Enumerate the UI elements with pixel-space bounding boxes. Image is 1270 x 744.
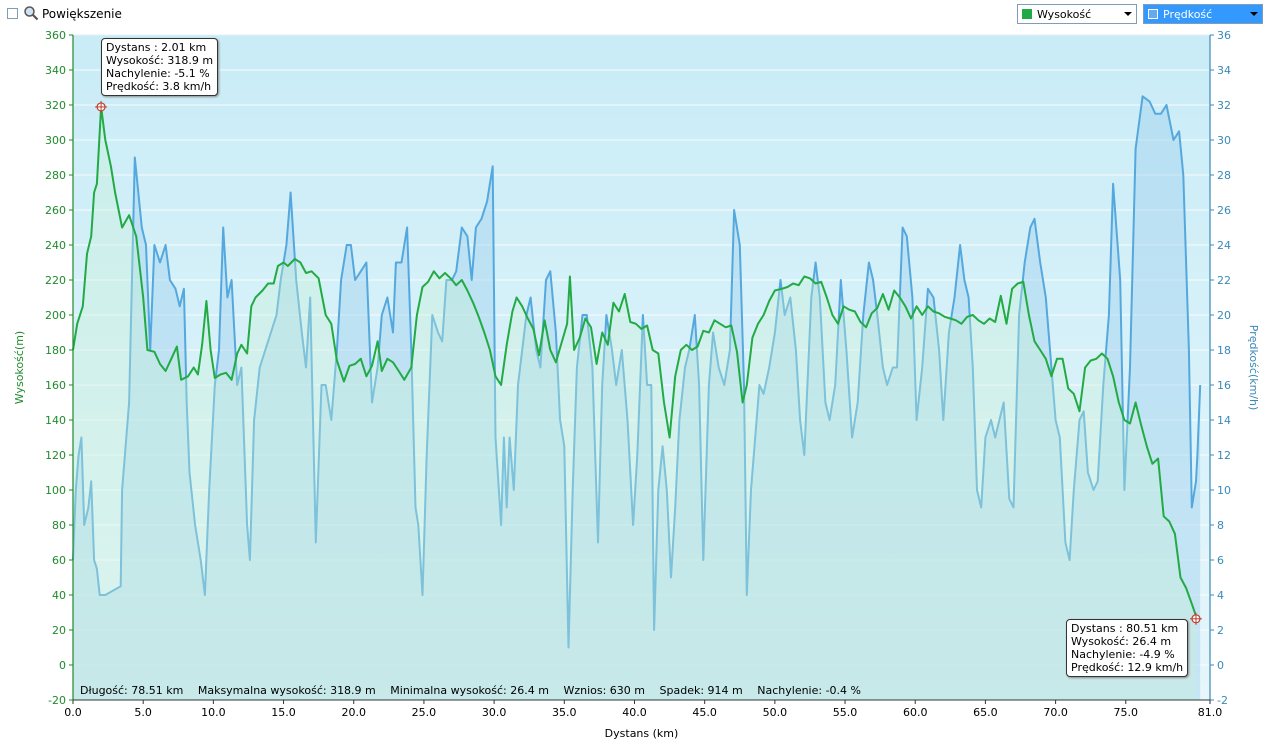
tick-label-bottom: 0.0 [64,706,82,719]
tick-label-bottom: 75.0 [1114,706,1139,719]
tooltip-elevation: Wysokość: 318.9 m [106,54,214,67]
tick-label-bottom: 10.0 [201,706,226,719]
tick-label-right: 36 [1217,29,1231,42]
tick-label-left: 60 [52,554,66,567]
tooltip-start: Dystans : 2.01 km Wysokość: 318.9 m Nach… [101,38,219,96]
route-stats: Długość: 78.51 km Maksymalna wysokość: 3… [80,684,872,697]
speed-swatch [1148,9,1158,19]
tick-label-right: 20 [1217,309,1231,322]
elevation-swatch [1022,9,1032,19]
tick-label-left: 160 [45,379,66,392]
tick-label-right: 34 [1217,64,1231,77]
tick-label-bottom: 30.0 [482,706,507,719]
tick-label-bottom: 40.0 [622,706,647,719]
tick-label-left: 320 [45,99,66,112]
tick-label-left: 220 [45,274,66,287]
tooltip-elevation: Wysokość: 26.4 m [1071,635,1172,648]
tick-label-right: 18 [1217,344,1231,357]
tick-label-right: 8 [1217,519,1224,532]
tick-label-bottom: 20.0 [341,706,366,719]
stat-slope: Nachylenie: -0.4 % [757,684,861,697]
tick-label-right: 12 [1217,449,1231,462]
tick-label-left: 200 [45,309,66,322]
tick-label-right: 0 [1217,659,1224,672]
tooltip-speed: Prędkość: 12.9 km/h [1071,661,1184,674]
tick-label-right: 2 [1217,624,1224,637]
elevation-series-area [73,106,1196,701]
tick-label-bottom: 60.0 [903,706,928,719]
chevron-down-icon [1250,12,1258,16]
tick-label-right: 14 [1217,414,1231,427]
right-axis-series-label: Prędkość [1163,8,1213,21]
stat-descent: Spadek: 914 m [659,684,743,697]
tick-label-left: 80 [52,519,66,532]
tick-label-bottom: 65.0 [973,706,998,719]
tick-label-left: 140 [45,414,66,427]
stat-ascent: Wznios: 630 m [563,684,646,697]
chevron-down-icon [1124,12,1132,16]
tick-label-left: 0 [59,659,66,672]
tick-label-bottom: 5.0 [134,706,152,719]
tick-label-bottom: 15.0 [271,706,296,719]
left-axis-series-select[interactable]: Wysokość [1017,4,1137,24]
tick-label-left: 260 [45,204,66,217]
tick-label-bottom: 35.0 [552,706,577,719]
y-axis-left-label: Wysokość(m) [13,331,26,404]
tick-label-right: 10 [1217,484,1231,497]
tick-label-right: 16 [1217,379,1231,392]
tick-label-left: 300 [45,134,66,147]
tick-label-bottom: 70.0 [1043,706,1068,719]
tick-label-bottom: 50.0 [763,706,788,719]
tick-label-left: 360 [45,29,66,42]
tick-label-left: 340 [45,64,66,77]
tick-label-left: 280 [45,169,66,182]
tick-label-right: 30 [1217,134,1231,147]
tick-label-left: 100 [45,484,66,497]
tick-label-right: 24 [1217,239,1231,252]
elevation-series-line [72,105,1197,617]
tick-label-right: 32 [1217,99,1231,112]
tooltip-slope: Nachylenie: -5.1 % [106,67,210,80]
tick-label-left: 180 [45,344,66,357]
tick-label-left: 240 [45,239,66,252]
tick-label-left: -20 [48,694,66,707]
left-axis-series-label: Wysokość [1037,8,1092,21]
tick-label-bottom: 25.0 [412,706,437,719]
tick-label-right: 26 [1217,204,1231,217]
speed-series-area [73,96,1201,701]
toolbar: Powiększenie Wysokość Prędkość [0,0,1270,30]
x-axis-label: Dystans (km) [605,727,679,740]
stat-length: Długość: 78.51 km [80,684,184,697]
tick-label-right: 28 [1217,169,1231,182]
zoom-checkbox[interactable] [7,8,18,19]
y-axis-right-label: Prędkość(km/h) [1247,325,1260,411]
tick-label-bottom: 55.0 [833,706,858,719]
tooltip-distance: Dystans : 2.01 km [106,41,207,54]
tick-label-right: 22 [1217,274,1231,287]
tooltip-end: Dystans : 80.51 km Wysokość: 26.4 m Nach… [1066,619,1189,677]
zoom-label: Powiększenie [42,7,122,21]
right-axis-series-select[interactable]: Prędkość [1143,4,1263,24]
tooltip-slope: Nachylenie: -4.9 % [1071,648,1175,661]
stat-max-elevation: Maksymalna wysokość: 318.9 m [197,684,376,697]
tick-label-left: 40 [52,589,66,602]
speed-series-line [72,95,1202,649]
tick-label-bottom: 81.0 [1198,706,1223,719]
tooltip-speed: Prędkość: 3.8 km/h [106,80,212,93]
tick-label-right: -2 [1217,694,1228,707]
tick-label-left: 20 [52,624,66,637]
magnifier-icon [24,6,39,21]
stat-min-elevation: Minimalna wysokość: 26.4 m [390,684,549,697]
tooltip-distance: Dystans : 80.51 km [1071,622,1179,635]
tick-label-right: 4 [1217,589,1224,602]
tick-label-right: 6 [1217,554,1224,567]
tick-label-bottom: 45.0 [692,706,717,719]
tick-label-left: 120 [45,449,66,462]
